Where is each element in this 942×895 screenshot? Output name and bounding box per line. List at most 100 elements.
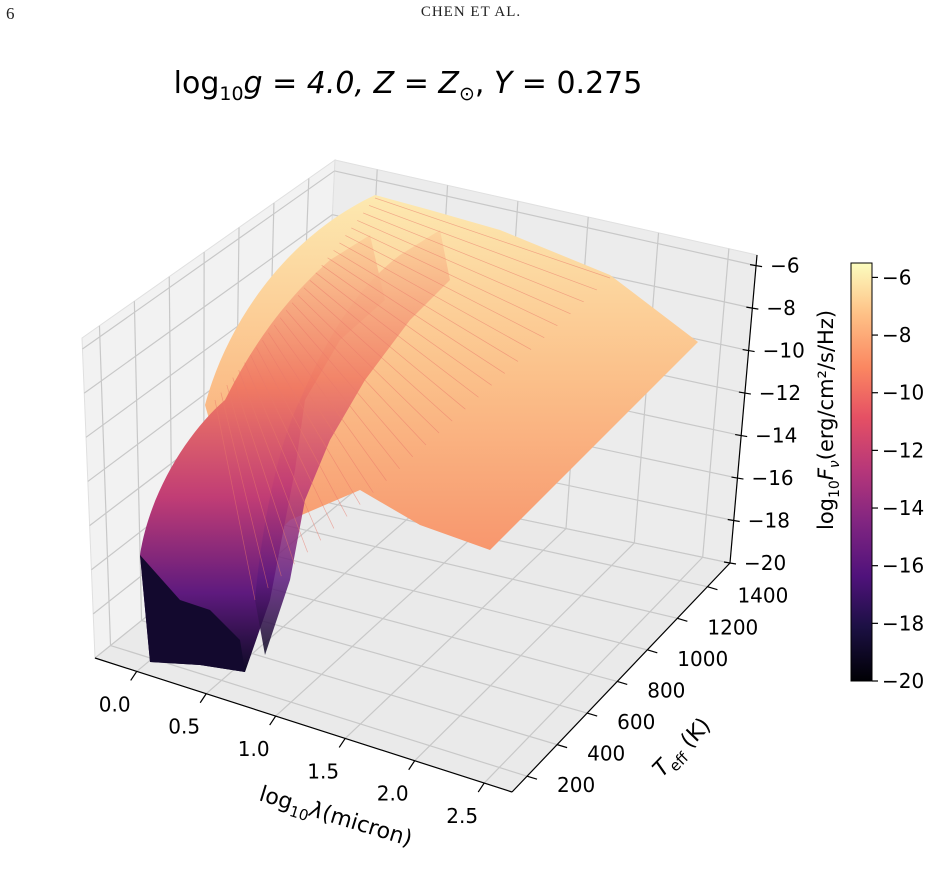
zlabel-unit: (erg/cm²/s/Hz)	[814, 310, 838, 460]
grid-y-line	[234, 545, 648, 651]
z-axis-line	[729, 254, 758, 564]
z-tick-label: −18	[748, 509, 790, 533]
surface-stripe	[220, 392, 269, 589]
x-tick-label: 2.0	[377, 782, 409, 806]
zlabel-nu: ν	[827, 460, 843, 468]
y-tick-mark	[587, 712, 598, 717]
surface-stripe	[368, 205, 597, 291]
y-tick-mark	[677, 617, 688, 622]
surface-stripe	[327, 257, 506, 374]
colorbar-tick-label: −12	[882, 438, 924, 462]
y-tick-mark	[647, 649, 658, 654]
y-tick-label: 1400	[737, 584, 788, 608]
surface-front-ridge	[140, 235, 385, 672]
y-tick-mark	[526, 775, 538, 780]
z-tick-mark	[727, 518, 740, 523]
title-Zsun: Z	[437, 66, 460, 101]
colorbar-tick-label: −6	[882, 265, 911, 289]
xlabel-sub: 10	[287, 802, 311, 825]
colorbar-tick-label: −10	[882, 381, 924, 405]
grid-z-line	[334, 170, 757, 267]
z-tick-label: −6	[770, 254, 799, 278]
surface-stripe	[321, 265, 492, 386]
title-yval: = 0.275	[512, 66, 642, 101]
title-sub-10: 10	[219, 83, 243, 105]
surface-stripe	[374, 197, 611, 279]
z-tick-label: −10	[763, 339, 805, 363]
grid-y-wall-line	[133, 301, 143, 621]
z-tick-mark	[738, 391, 751, 395]
y-axis-line	[511, 562, 731, 793]
colorbar-tick-label: −14	[882, 496, 924, 520]
zlabel-log: log	[814, 498, 838, 530]
y-tick-label: 600	[617, 710, 655, 734]
colorbar-tick-label: −8	[882, 323, 911, 347]
grid-y-line	[265, 520, 678, 619]
page-number: 6	[6, 4, 15, 23]
surface-stripe	[273, 324, 387, 481]
grid-x-line	[483, 556, 704, 784]
y-tick-mark	[707, 586, 718, 591]
surface-stripe	[303, 287, 453, 422]
y-tick-label: 200	[557, 773, 595, 797]
x-tick-mark	[408, 760, 416, 771]
grid-y-line	[296, 495, 708, 588]
surface-stripe	[351, 227, 558, 327]
surface-stripe	[345, 235, 545, 338]
x-tick-label: 0.0	[99, 692, 131, 716]
colorbar-ticks: −6 −8 −10 −12 −14 −16 −18 −20	[872, 265, 924, 693]
x-axis-line	[94, 657, 513, 793]
grid-x-line	[414, 542, 635, 762]
colorbar-tick-label: −16	[882, 554, 924, 578]
surface-stripe	[244, 362, 322, 541]
running-head: CHEN ET AL.	[420, 4, 522, 20]
grid-x-line	[344, 528, 567, 739]
z-tick-mark	[731, 476, 744, 480]
z-tick-label: −16	[751, 466, 793, 490]
surface-stripe	[297, 295, 440, 434]
y-axis-label: Teff (K)	[648, 713, 719, 785]
zlabel-F: F	[814, 467, 838, 480]
x-tick-mark	[338, 738, 346, 748]
surface-stripe	[363, 212, 584, 303]
z-tick-label: −8	[766, 296, 795, 320]
z-tick-label: −14	[755, 424, 797, 448]
title-comma: ,	[475, 66, 494, 101]
x-tick-label: 1.0	[238, 737, 270, 761]
surface-stripe	[279, 317, 400, 470]
z-axis-ticks: −6 −8 −10 −12 −14 −16 −18 −20	[723, 254, 805, 575]
z-tick-mark	[742, 348, 755, 353]
x-axis-ticks: 0.0 0.5 1.0 1.5 2.0 2.5	[99, 671, 485, 828]
y-tick-label: 400	[587, 742, 625, 766]
x-tick-label: 1.5	[307, 759, 339, 783]
surface-stripe	[357, 220, 571, 315]
grid-y-line	[110, 644, 528, 777]
surface-low-flux-edge	[140, 555, 245, 672]
surface-stripe	[262, 339, 361, 505]
grid-x-line	[275, 513, 499, 717]
x-tick-mark	[199, 693, 207, 704]
z-tick-mark	[749, 264, 763, 268]
grid-z-wall-line	[83, 214, 333, 394]
surface-stripe	[339, 242, 532, 350]
y-tick-label: 1200	[707, 615, 758, 639]
z-tick-label: −12	[759, 381, 801, 405]
title-log: log	[174, 66, 220, 101]
surface-stripe	[333, 250, 519, 362]
surface-stripe	[256, 347, 348, 517]
xlabel-unit: (micron)	[319, 801, 415, 852]
surface-stripe	[268, 332, 374, 493]
grid-x-wall-line	[702, 248, 730, 558]
surface-stripe	[285, 309, 414, 458]
zlabel-sub: 10	[827, 480, 843, 498]
surface-stripe	[232, 377, 295, 565]
surface-stripe	[226, 384, 282, 577]
x-tick-mark	[477, 782, 485, 793]
surface-stripe	[214, 399, 256, 601]
title-eq: =	[394, 66, 438, 101]
surface-spectral-lines	[214, 197, 611, 601]
x-tick-mark	[269, 715, 277, 726]
x-tick-label: 2.5	[446, 804, 478, 828]
y-tick-label: 800	[647, 678, 685, 702]
